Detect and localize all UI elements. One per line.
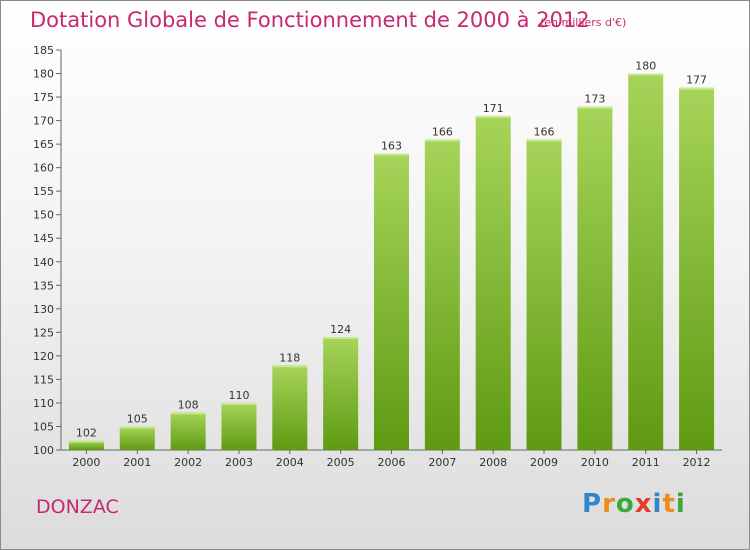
x-tick-label: 2007 [428, 456, 456, 469]
y-tick-label: 145 [33, 232, 54, 245]
y-tick-label: 185 [33, 44, 54, 57]
logo-letter: P [582, 489, 603, 519]
data-label: 124 [330, 323, 351, 336]
y-tick-label: 120 [33, 350, 54, 363]
bar-top-highlight [679, 87, 715, 90]
logo-letter: x [634, 489, 653, 519]
y-tick-label: 105 [33, 420, 54, 433]
bar-top-highlight [119, 426, 155, 429]
bar-2001 [119, 426, 155, 450]
x-tick-label: 2009 [530, 456, 558, 469]
data-label: 166 [534, 125, 555, 138]
bar-top-highlight [628, 73, 664, 76]
y-tick-label: 175 [33, 91, 54, 104]
bar-top-highlight [577, 106, 613, 109]
logo-letter: r [602, 489, 616, 519]
proxiti-logo[interactable]: Proxiti [582, 489, 686, 519]
data-label: 118 [279, 351, 300, 364]
data-label: 108 [178, 398, 199, 411]
data-label: 166 [432, 125, 453, 138]
data-label: 102 [76, 427, 97, 440]
bar-top-highlight [221, 402, 257, 405]
bar-2000 [68, 440, 104, 450]
data-label: 180 [635, 60, 656, 73]
y-tick-label: 135 [33, 279, 54, 292]
x-tick-label: 2002 [174, 456, 202, 469]
bar-top-highlight [475, 115, 511, 118]
y-tick-label: 165 [33, 138, 54, 151]
bar-2003 [221, 402, 257, 450]
logo-letter: i [652, 489, 663, 519]
bar-top-highlight [323, 337, 359, 340]
bar-2005 [323, 337, 359, 450]
y-tick-label: 160 [33, 162, 54, 175]
bar-2012 [679, 87, 715, 450]
y-tick-label: 155 [33, 185, 54, 198]
bar-2009 [526, 139, 562, 451]
bar-top-highlight [374, 153, 409, 156]
logo-letter: t [662, 489, 676, 519]
x-tick-label: 2008 [479, 456, 507, 469]
chart-subtitle: (en milliers d'€) [540, 16, 627, 29]
bar-2007 [424, 139, 460, 451]
logo-letter: i [675, 489, 686, 519]
bar-top-highlight [68, 440, 104, 443]
data-label: 105 [127, 412, 148, 425]
data-label: 177 [686, 74, 707, 87]
y-tick-label: 110 [33, 397, 54, 410]
x-tick-label: 2000 [72, 456, 100, 469]
bar-top-highlight [424, 139, 460, 142]
x-tick-label: 2004 [276, 456, 304, 469]
x-tick-label: 2005 [327, 456, 355, 469]
bar-2004 [272, 365, 308, 450]
x-tick-label: 2012 [683, 456, 711, 469]
bar-top-highlight [272, 365, 308, 368]
bar-2010 [577, 106, 613, 451]
data-label: 171 [483, 102, 504, 115]
y-tick-label: 125 [33, 326, 54, 339]
y-axis-ticks: 100 105 110 115 120 125 130 135 140 145 150 155 160 1… [33, 44, 61, 457]
y-tick-label: 100 [33, 444, 54, 457]
commune-name: DONZAC [36, 496, 119, 518]
bar-2008 [475, 115, 511, 450]
y-tick-label: 130 [33, 303, 54, 316]
bar-top-highlight [526, 139, 562, 142]
y-tick-label: 115 [33, 373, 54, 386]
bars: 102 105 108 110 118 124 163 166 171 166 173 180 177 [68, 60, 715, 451]
logo-letter: o [615, 489, 635, 519]
bar-2002 [170, 412, 206, 450]
data-label: 110 [228, 389, 249, 402]
x-tick-label: 2006 [378, 456, 406, 469]
data-label: 163 [381, 140, 402, 153]
bar-top-highlight [170, 412, 206, 415]
chart-title: Dotation Globale de Fonctionnement de 20… [30, 8, 590, 32]
bar-2011 [628, 73, 664, 450]
x-tick-label: 2003 [225, 456, 253, 469]
x-tick-label: 2011 [632, 456, 660, 469]
y-tick-label: 140 [33, 256, 54, 269]
y-tick-label: 180 [33, 68, 54, 81]
x-tick-label: 2001 [123, 456, 151, 469]
data-label: 173 [584, 92, 605, 105]
y-tick-label: 150 [33, 209, 54, 222]
bar-2006 [374, 153, 409, 450]
y-tick-label: 170 [33, 115, 54, 128]
x-tick-label: 2010 [581, 456, 609, 469]
x-axis-ticks: 2000 2001 2002 2003 2004 2005 2006 2007 2008 2009… [72, 450, 711, 469]
